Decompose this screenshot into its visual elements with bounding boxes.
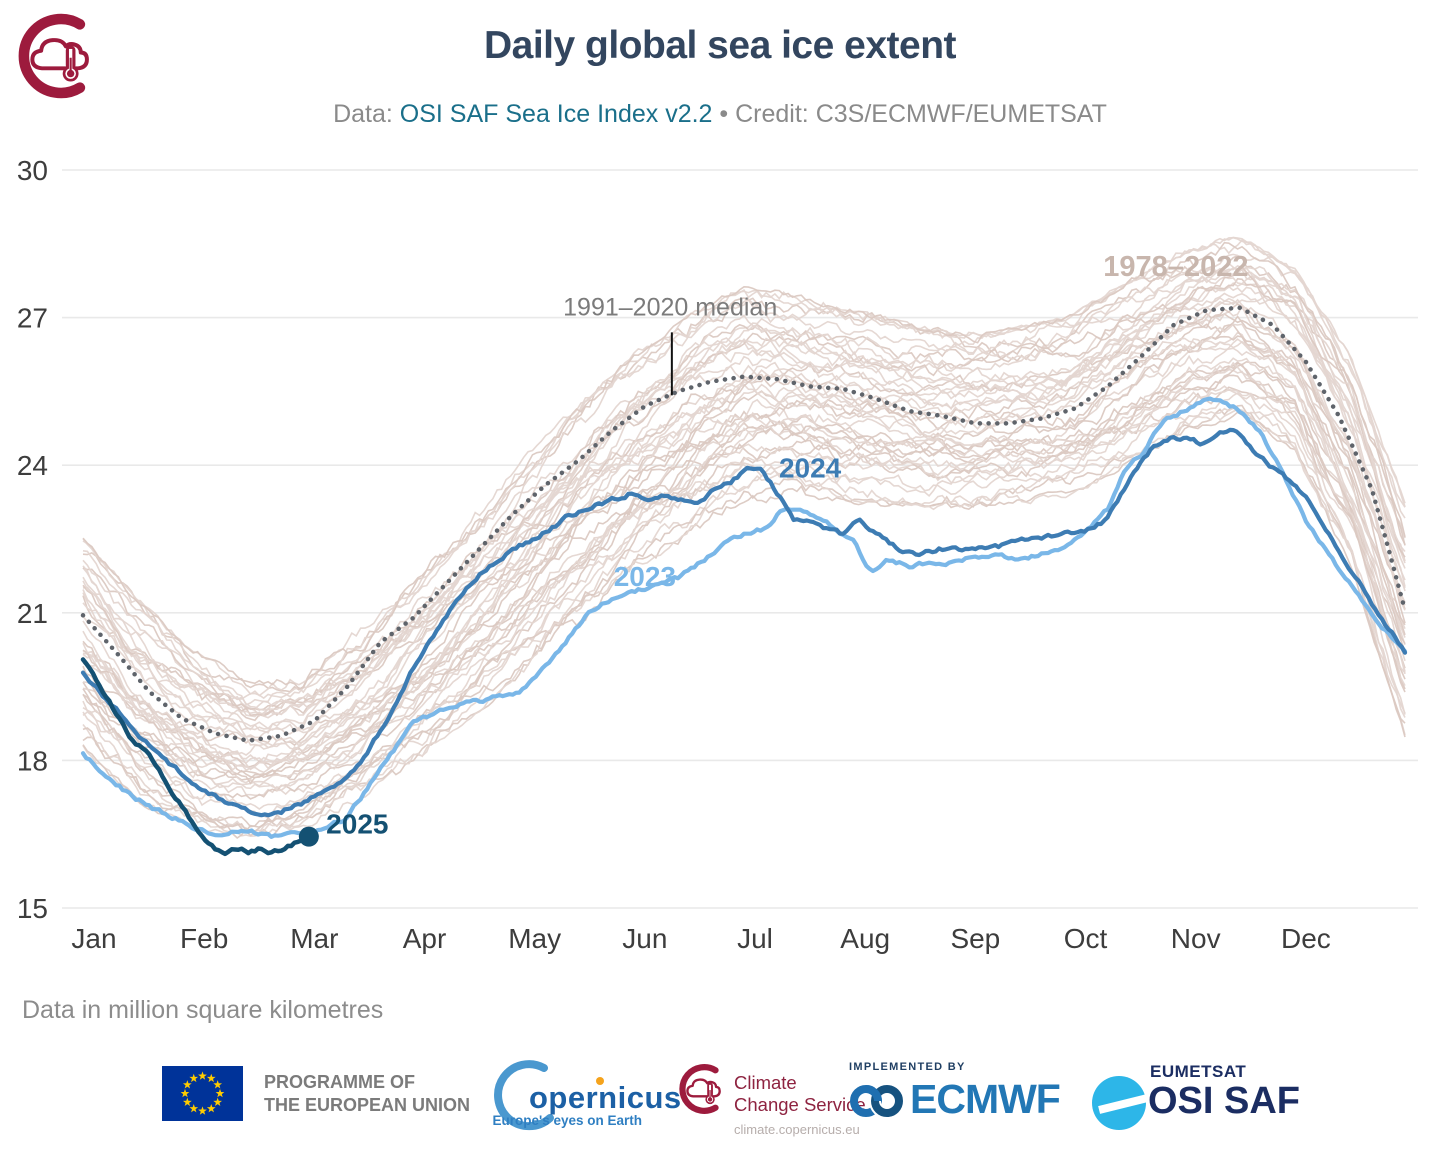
ensemble-line-1978-2022	[82, 385, 1406, 819]
eumetsat-wordmark: EUMETSAT	[1150, 1062, 1247, 1081]
subtitle: Data: OSI SAF Sea Ice Index v2.2 • Credi…	[0, 100, 1440, 129]
copernicus-swoosh-icon	[494, 1060, 554, 1131]
annotation-label-2024: 2024	[779, 453, 842, 484]
series-line-1991-2020-median	[80, 305, 1408, 743]
y-tick-label-24: 24	[17, 450, 48, 481]
c3s-url: climate.copernicus.eu	[734, 1122, 860, 1137]
ensemble-line-1978-2022	[82, 386, 1406, 833]
eu-flag-star	[189, 1104, 199, 1113]
eu-flag-star	[213, 1097, 223, 1106]
x-tick-label-dec: Dec	[1281, 923, 1331, 954]
ensemble-line-1978-2022	[82, 304, 1406, 757]
ensemble-line-1978-2022	[82, 295, 1406, 717]
ensemble-line-1978-2022	[82, 411, 1406, 838]
x-tick-label-mar: Mar	[290, 923, 338, 954]
ensemble-line-1978-2022	[82, 282, 1406, 739]
implemented-by-label: IMPLEMENTED BY	[849, 1061, 966, 1073]
eu-flag-star	[182, 1080, 192, 1089]
eu-flag-star	[206, 1073, 216, 1083]
x-tick-label-nov: Nov	[1171, 923, 1221, 954]
eu-programme-line1: PROGRAMME OF	[264, 1072, 415, 1092]
c3s-footer-icon	[676, 1063, 728, 1115]
c3s-line2: Change Service	[734, 1094, 866, 1115]
annotation-label-2023: 2023	[614, 561, 676, 592]
y-tick-label-30: 30	[17, 155, 48, 186]
ensemble-line-1978-2022	[82, 253, 1406, 711]
ensemble-line-1978-2022	[82, 265, 1406, 716]
annotation-ensemble-label: 1978–2022	[1103, 251, 1248, 283]
ecmwf-wordmark: ECMWF	[910, 1076, 1061, 1122]
ensemble-line-1978-2022	[82, 262, 1406, 731]
x-tick-label-may: May	[508, 923, 561, 954]
chart-canvas: 30 27 24 21 18 15 Jan Feb Mar Apr May Jun Jul Aug Sep O…	[17, 155, 1418, 954]
subtitle-credit: • Credit: C3S/ECMWF/EUMETSAT	[712, 100, 1107, 128]
x-tick-label-jun: Jun	[622, 923, 667, 954]
x-tick-label-apr: Apr	[403, 923, 447, 954]
eu-flag-star	[189, 1073, 199, 1083]
ensemble-line-1978-2022	[82, 241, 1406, 690]
x-tick-label-jan: Jan	[71, 923, 116, 954]
eu-flag-star	[198, 1071, 207, 1080]
annotation-label-2025: 2025	[326, 808, 388, 839]
units-footnote: Data in million square kilometres	[22, 996, 384, 1024]
annotation-median-label: 1991–2020 median	[563, 293, 777, 321]
c3s-text-block: Climate Change Service climate.copernicu…	[734, 1072, 866, 1137]
c3s-line1: Climate	[734, 1072, 797, 1093]
ensemble-line-1978-2022	[82, 357, 1406, 771]
eu-programme-text: PROGRAMME OF THE EUROPEAN UNION	[264, 1071, 470, 1117]
ensemble-line-1978-2022	[82, 303, 1406, 722]
ensemble-line-1978-2022	[82, 312, 1406, 747]
page-title: Daily global sea ice extent	[483, 24, 957, 67]
eu-flag-star	[206, 1104, 216, 1113]
eu-flag-star	[215, 1088, 225, 1098]
eu-flag-star	[213, 1080, 223, 1089]
copernicus-wordmark: opernicus	[529, 1080, 682, 1115]
ensemble-line-1978-2022	[82, 338, 1406, 786]
x-tick-label-aug: Aug	[840, 923, 890, 954]
eu-flag-star	[198, 1106, 207, 1115]
copernicus-tagline: Europe's eyes on Earth	[492, 1113, 642, 1128]
ecmwf-rings-icon	[850, 1083, 905, 1119]
y-tick-label-18: 18	[17, 745, 48, 776]
subtitle-data-label: Data:	[333, 100, 400, 128]
eu-flag-icon	[162, 1066, 243, 1121]
ensemble-line-1978-2022	[82, 236, 1406, 701]
ensemble-line-1978-2022	[82, 362, 1406, 840]
ensemble-line-1978-2022	[82, 285, 1406, 747]
ensemble-line-1978-2022	[82, 297, 1406, 734]
ensemble-line-1978-2022	[82, 361, 1406, 792]
osisaf-wordmark: OSI SAF	[1148, 1080, 1301, 1122]
ensemble-line-1978-2022	[82, 408, 1406, 832]
ensemble-line-1978-2022	[82, 277, 1406, 711]
eu-programme-line2: THE EUROPEAN UNION	[264, 1095, 471, 1115]
eu-flag-star	[180, 1088, 190, 1098]
eu-flag-star	[182, 1097, 192, 1106]
ensemble-line-1978-2022	[82, 388, 1406, 810]
series-line-2024	[80, 427, 1408, 818]
y-tick-label-27: 27	[17, 303, 48, 334]
x-tick-label-sep: Sep	[950, 923, 1000, 954]
y-tick-label-15: 15	[17, 893, 48, 924]
copernicus-satellite-dot	[596, 1077, 604, 1085]
ensemble-line-1978-2022	[82, 364, 1406, 797]
ensemble-line-1978-2022	[82, 374, 1406, 779]
series-line-2025	[80, 657, 310, 857]
y-tick-label-21: 21	[17, 598, 48, 629]
ensemble-line-1978-2022	[82, 273, 1406, 719]
x-tick-label-feb: Feb	[180, 923, 228, 954]
ensemble-line-1978-2022	[82, 337, 1406, 774]
ensemble-line-1978-2022	[82, 264, 1406, 734]
ensemble-line-1978-2022	[82, 324, 1406, 768]
x-tick-label-oct: Oct	[1064, 923, 1108, 954]
series-end-marker-2025	[298, 826, 319, 847]
osisaf-globe-icon	[1092, 1076, 1152, 1130]
data-source-link[interactable]: OSI SAF Sea Ice Index v2.2	[399, 100, 713, 128]
x-tick-label-jul: Jul	[737, 923, 773, 954]
ensemble-line-1978-2022	[82, 361, 1406, 800]
